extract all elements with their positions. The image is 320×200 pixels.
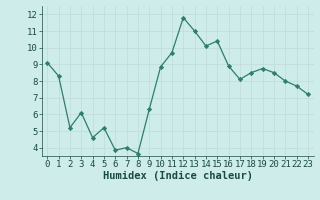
X-axis label: Humidex (Indice chaleur): Humidex (Indice chaleur) xyxy=(103,171,252,181)
